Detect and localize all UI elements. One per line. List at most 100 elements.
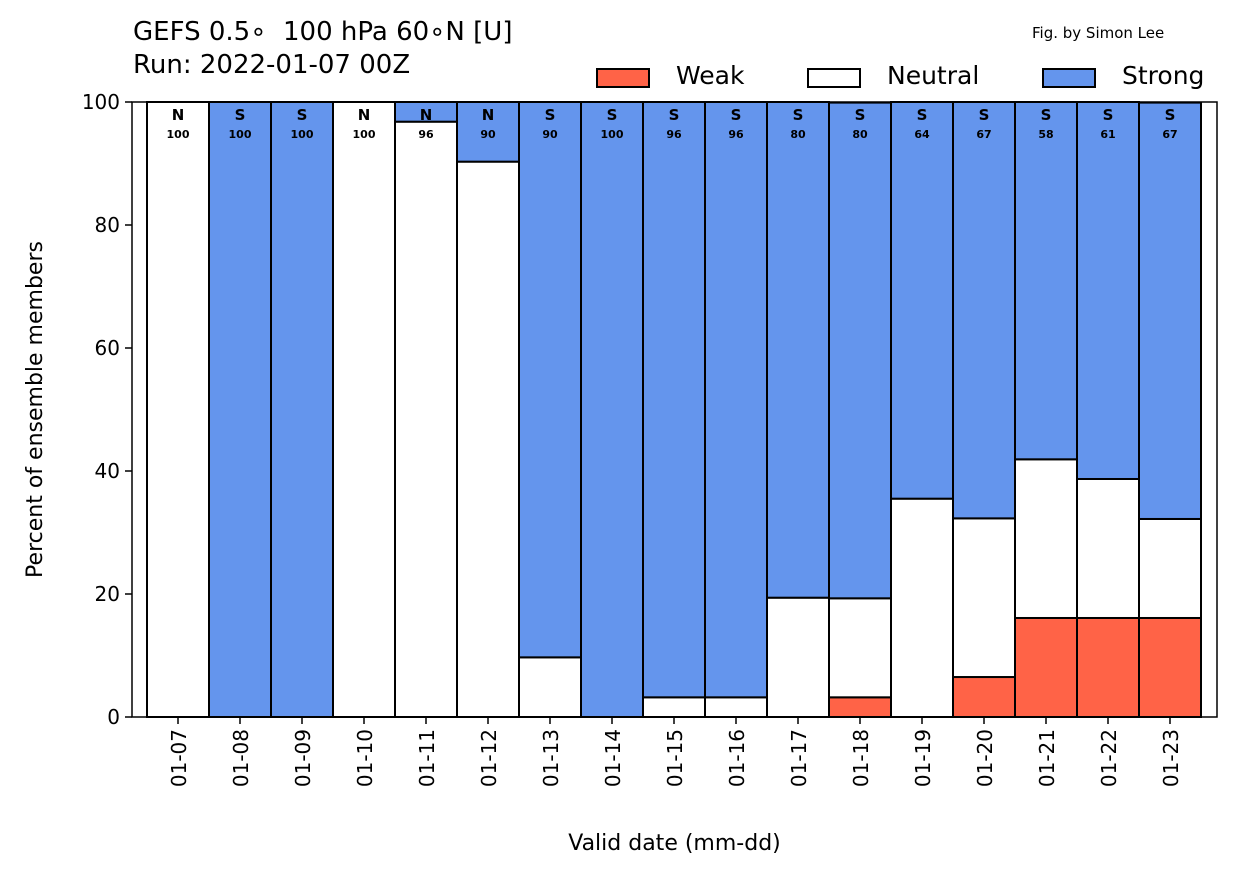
bar-annotation-percent: 67 (976, 128, 991, 141)
bar-annotation-percent: 100 (601, 128, 624, 141)
bar-neutral-01-11 (394, 120, 458, 719)
bar-neutral-01-22 (1076, 477, 1140, 619)
x-tick-label: 01-22 (1097, 729, 1121, 787)
bar-annotation-percent: 90 (480, 128, 496, 141)
x-tick-label: 01-19 (911, 729, 935, 787)
x-tick-label: 01-07 (167, 729, 191, 787)
bar-annotation-letter: S (235, 106, 246, 124)
bar-strong-01-13 (518, 101, 582, 659)
bar-neutral-01-23 (1138, 517, 1202, 619)
bar-strong-01-14 (580, 101, 644, 718)
legend-label-strong: Strong (1122, 61, 1205, 90)
bar-annotation-letter: S (855, 106, 866, 124)
x-tick-label: 01-23 (1159, 729, 1183, 787)
plot-frame (131, 101, 1218, 718)
bar-annotation-percent: 80 (852, 128, 868, 141)
bar-annotation-letter: N (420, 106, 433, 124)
bar-weak-01-22 (1076, 616, 1140, 718)
x-tick-label: 01-21 (1035, 729, 1059, 787)
bar-strong-01-09 (270, 101, 334, 718)
x-tick-label: 01-17 (787, 729, 811, 787)
y-tick-label: 0 (107, 705, 120, 729)
x-tick-label: 01-10 (353, 729, 377, 787)
x-tick-label: 01-08 (229, 729, 253, 787)
bar-neutral-01-16 (704, 696, 768, 719)
bar-neutral-01-19 (890, 497, 954, 718)
bar-neutral-01-12 (456, 160, 520, 718)
bar-annotation-letter: S (731, 106, 742, 124)
bar-annotation-letter: S (1165, 106, 1176, 124)
title-line-2: Run: 2022-01-07 00Z (133, 50, 411, 80)
bar-strong-01-23 (1138, 101, 1202, 520)
bar-strong-01-15 (642, 101, 706, 699)
legend-label-neutral: Neutral (887, 61, 980, 90)
legend-swatch-strong (1042, 68, 1096, 88)
x-tick-label: 01-11 (415, 729, 439, 787)
bar-strong-01-08 (208, 101, 272, 718)
bar-annotation-letter: S (793, 106, 804, 124)
bar-annotation-letter: S (607, 106, 618, 124)
bar-neutral-01-18 (828, 597, 892, 699)
bar-neutral-01-20 (952, 517, 1016, 679)
x-axis-title: Valid date (mm-dd) (568, 831, 781, 856)
bar-neutral-01-21 (1014, 458, 1078, 619)
bar-annotation-letter: N (358, 106, 371, 124)
bar-annotation-letter: S (1103, 106, 1114, 124)
bar-weak-01-20 (952, 676, 1016, 719)
bar-annotation-percent: 90 (542, 128, 558, 141)
bar-neutral-01-13 (518, 656, 582, 718)
bar-annotation-letter: S (545, 106, 556, 124)
y-tick-label: 100 (82, 90, 120, 114)
bar-strong-01-17 (766, 101, 830, 599)
chart-title: GEFS 0.5∘ 100 hPa 60∘N [U] Run: 2022-01-… (133, 16, 512, 82)
bar-annotation-letter: S (669, 106, 680, 124)
x-tick-label: 01-09 (291, 729, 315, 787)
x-tick-label: 01-14 (601, 729, 625, 787)
y-tick-label: 40 (95, 459, 120, 483)
bar-strong-01-20 (952, 101, 1016, 520)
legend-label-weak: Weak (676, 61, 745, 90)
x-tick-label: 01-16 (725, 729, 749, 787)
bar-annotation-percent: 80 (790, 128, 806, 141)
bar-strong-01-22 (1076, 101, 1140, 480)
bar-annotation-percent: 61 (1100, 128, 1115, 141)
x-tick-label: 01-18 (849, 729, 873, 787)
legend-swatch-neutral (807, 68, 861, 88)
bar-strong-01-21 (1014, 101, 1078, 461)
bar-neutral-01-10 (332, 101, 396, 718)
bar-annotation-percent: 67 (1162, 128, 1177, 141)
legend-swatch-weak (596, 68, 650, 88)
bar-weak-01-21 (1014, 616, 1078, 718)
x-tick-label: 01-12 (477, 729, 501, 787)
y-tick-label: 20 (95, 582, 120, 606)
x-tick-label: 01-15 (663, 729, 687, 787)
bar-annotation-percent: 96 (418, 128, 434, 141)
x-tick-label: 01-20 (973, 729, 997, 787)
bar-annotation-letter: S (1041, 106, 1052, 124)
bar-annotation-percent: 64 (914, 128, 930, 141)
bar-neutral-01-15 (642, 696, 706, 719)
bar-annotation-letter: N (482, 106, 495, 124)
bar-annotation-percent: 100 (353, 128, 376, 141)
y-tick-label: 80 (95, 213, 120, 237)
x-tick-label: 01-13 (539, 729, 563, 787)
bar-annotation-percent: 58 (1038, 128, 1053, 141)
bar-neutral-01-17 (766, 596, 830, 718)
figure-credit: Fig. by Simon Lee (1032, 24, 1165, 42)
bar-annotation-letter: S (917, 106, 928, 124)
bar-annotation-percent: 100 (167, 128, 190, 141)
bar-strong-01-16 (704, 101, 768, 699)
title-line-1: GEFS 0.5∘ 100 hPa 60∘N [U] (133, 17, 513, 47)
bar-annotation-letter: S (979, 106, 990, 124)
bar-annotation-percent: 96 (728, 128, 744, 141)
bar-annotation-percent: 96 (666, 128, 682, 141)
bar-annotation-percent: 100 (291, 128, 314, 141)
bar-annotation-letter: S (297, 106, 308, 124)
bar-neutral-01-07 (146, 101, 210, 718)
bar-strong-01-19 (890, 101, 954, 500)
bar-annotation-letter: N (172, 106, 185, 124)
bar-annotation-percent: 100 (229, 128, 252, 141)
bar-weak-01-23 (1138, 616, 1202, 718)
bar-strong-01-18 (828, 101, 892, 600)
